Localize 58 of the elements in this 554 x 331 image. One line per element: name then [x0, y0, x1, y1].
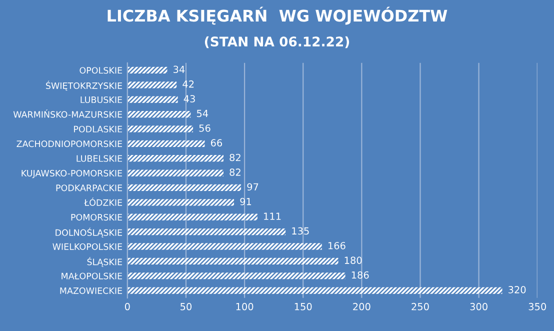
y-tick-label: OPOLSKIE — [80, 67, 122, 74]
y-tick-label: ŚLĄSKIE — [87, 257, 122, 267]
bar — [127, 272, 346, 280]
bar — [127, 140, 205, 147]
data-label: 320 — [508, 286, 526, 294]
data-label: 135 — [292, 227, 309, 235]
data-label: 54 — [196, 110, 208, 118]
x-tick-label: 0 — [124, 302, 130, 310]
data-label: 42 — [182, 80, 194, 88]
bar — [127, 126, 194, 132]
data-label: 66 — [210, 139, 222, 146]
y-tick-label: PODKARPACKIE — [56, 184, 122, 192]
data-label: 186 — [352, 271, 369, 279]
y-tick-label: DOLNOŚLĄSKIE — [56, 228, 122, 238]
y-tick-label: ZACHODNIOPOMORSKIE — [16, 140, 122, 148]
y-tick-label: MAŁOPOLSKIE — [62, 272, 122, 280]
y-tick-label: KUJAWSKO-POMORSKIE — [22, 170, 122, 178]
x-tick-label: 350 — [528, 302, 546, 310]
y-tick-label: MAZOWIECKIE — [60, 287, 122, 294]
bar — [127, 214, 258, 220]
data-label: 43 — [184, 95, 195, 102]
data-label: 111 — [264, 212, 281, 220]
bar — [127, 199, 234, 206]
y-tick-label: ŁÓDZKIE — [84, 198, 122, 206]
y-tick-label: ŚWIĘTOKRZYSKIE — [46, 80, 122, 91]
y-tick-label: PODLASKIE — [74, 126, 122, 132]
x-tick-label: 200 — [353, 302, 370, 310]
y-tick-label: WARMIŃSKO-MAZURSKIE — [13, 110, 122, 118]
x-tick-label: 150 — [294, 302, 312, 310]
bar — [127, 243, 322, 250]
bar — [127, 228, 286, 236]
bar — [127, 110, 191, 118]
bar — [127, 170, 224, 176]
y-tick-label: WIELKOPOLSKIE — [52, 243, 122, 250]
bar — [127, 66, 168, 74]
x-tick-label: 50 — [180, 302, 192, 310]
data-label: 56 — [199, 124, 210, 132]
bar — [127, 258, 338, 264]
data-label: 82 — [230, 154, 240, 162]
y-tick-label: LUBUSKIE — [80, 96, 122, 104]
x-tick-label: 300 — [470, 302, 488, 310]
x-tick-label: 250 — [412, 302, 429, 310]
data-label: 91 — [240, 198, 252, 206]
chart-subtitle: (STAN NA 06.12.22) — [204, 36, 350, 48]
bar — [127, 184, 242, 192]
bar — [127, 155, 224, 162]
y-tick-label: LUBELSKIE — [76, 155, 122, 162]
bar — [127, 287, 502, 294]
data-label: 166 — [328, 242, 346, 250]
x-tick-label: 100 — [236, 302, 254, 310]
bar — [127, 96, 178, 103]
y-tick-label: POMORSKIE — [71, 214, 122, 221]
data-label: 180 — [344, 256, 362, 264]
chart-title: LICZBA KSIĘGARŃ WG WOJEWÓDZTW — [108, 6, 448, 25]
data-label: 34 — [174, 66, 185, 74]
data-label: 97 — [247, 183, 258, 191]
data-label: 82 — [230, 168, 240, 176]
bar — [127, 82, 177, 88]
